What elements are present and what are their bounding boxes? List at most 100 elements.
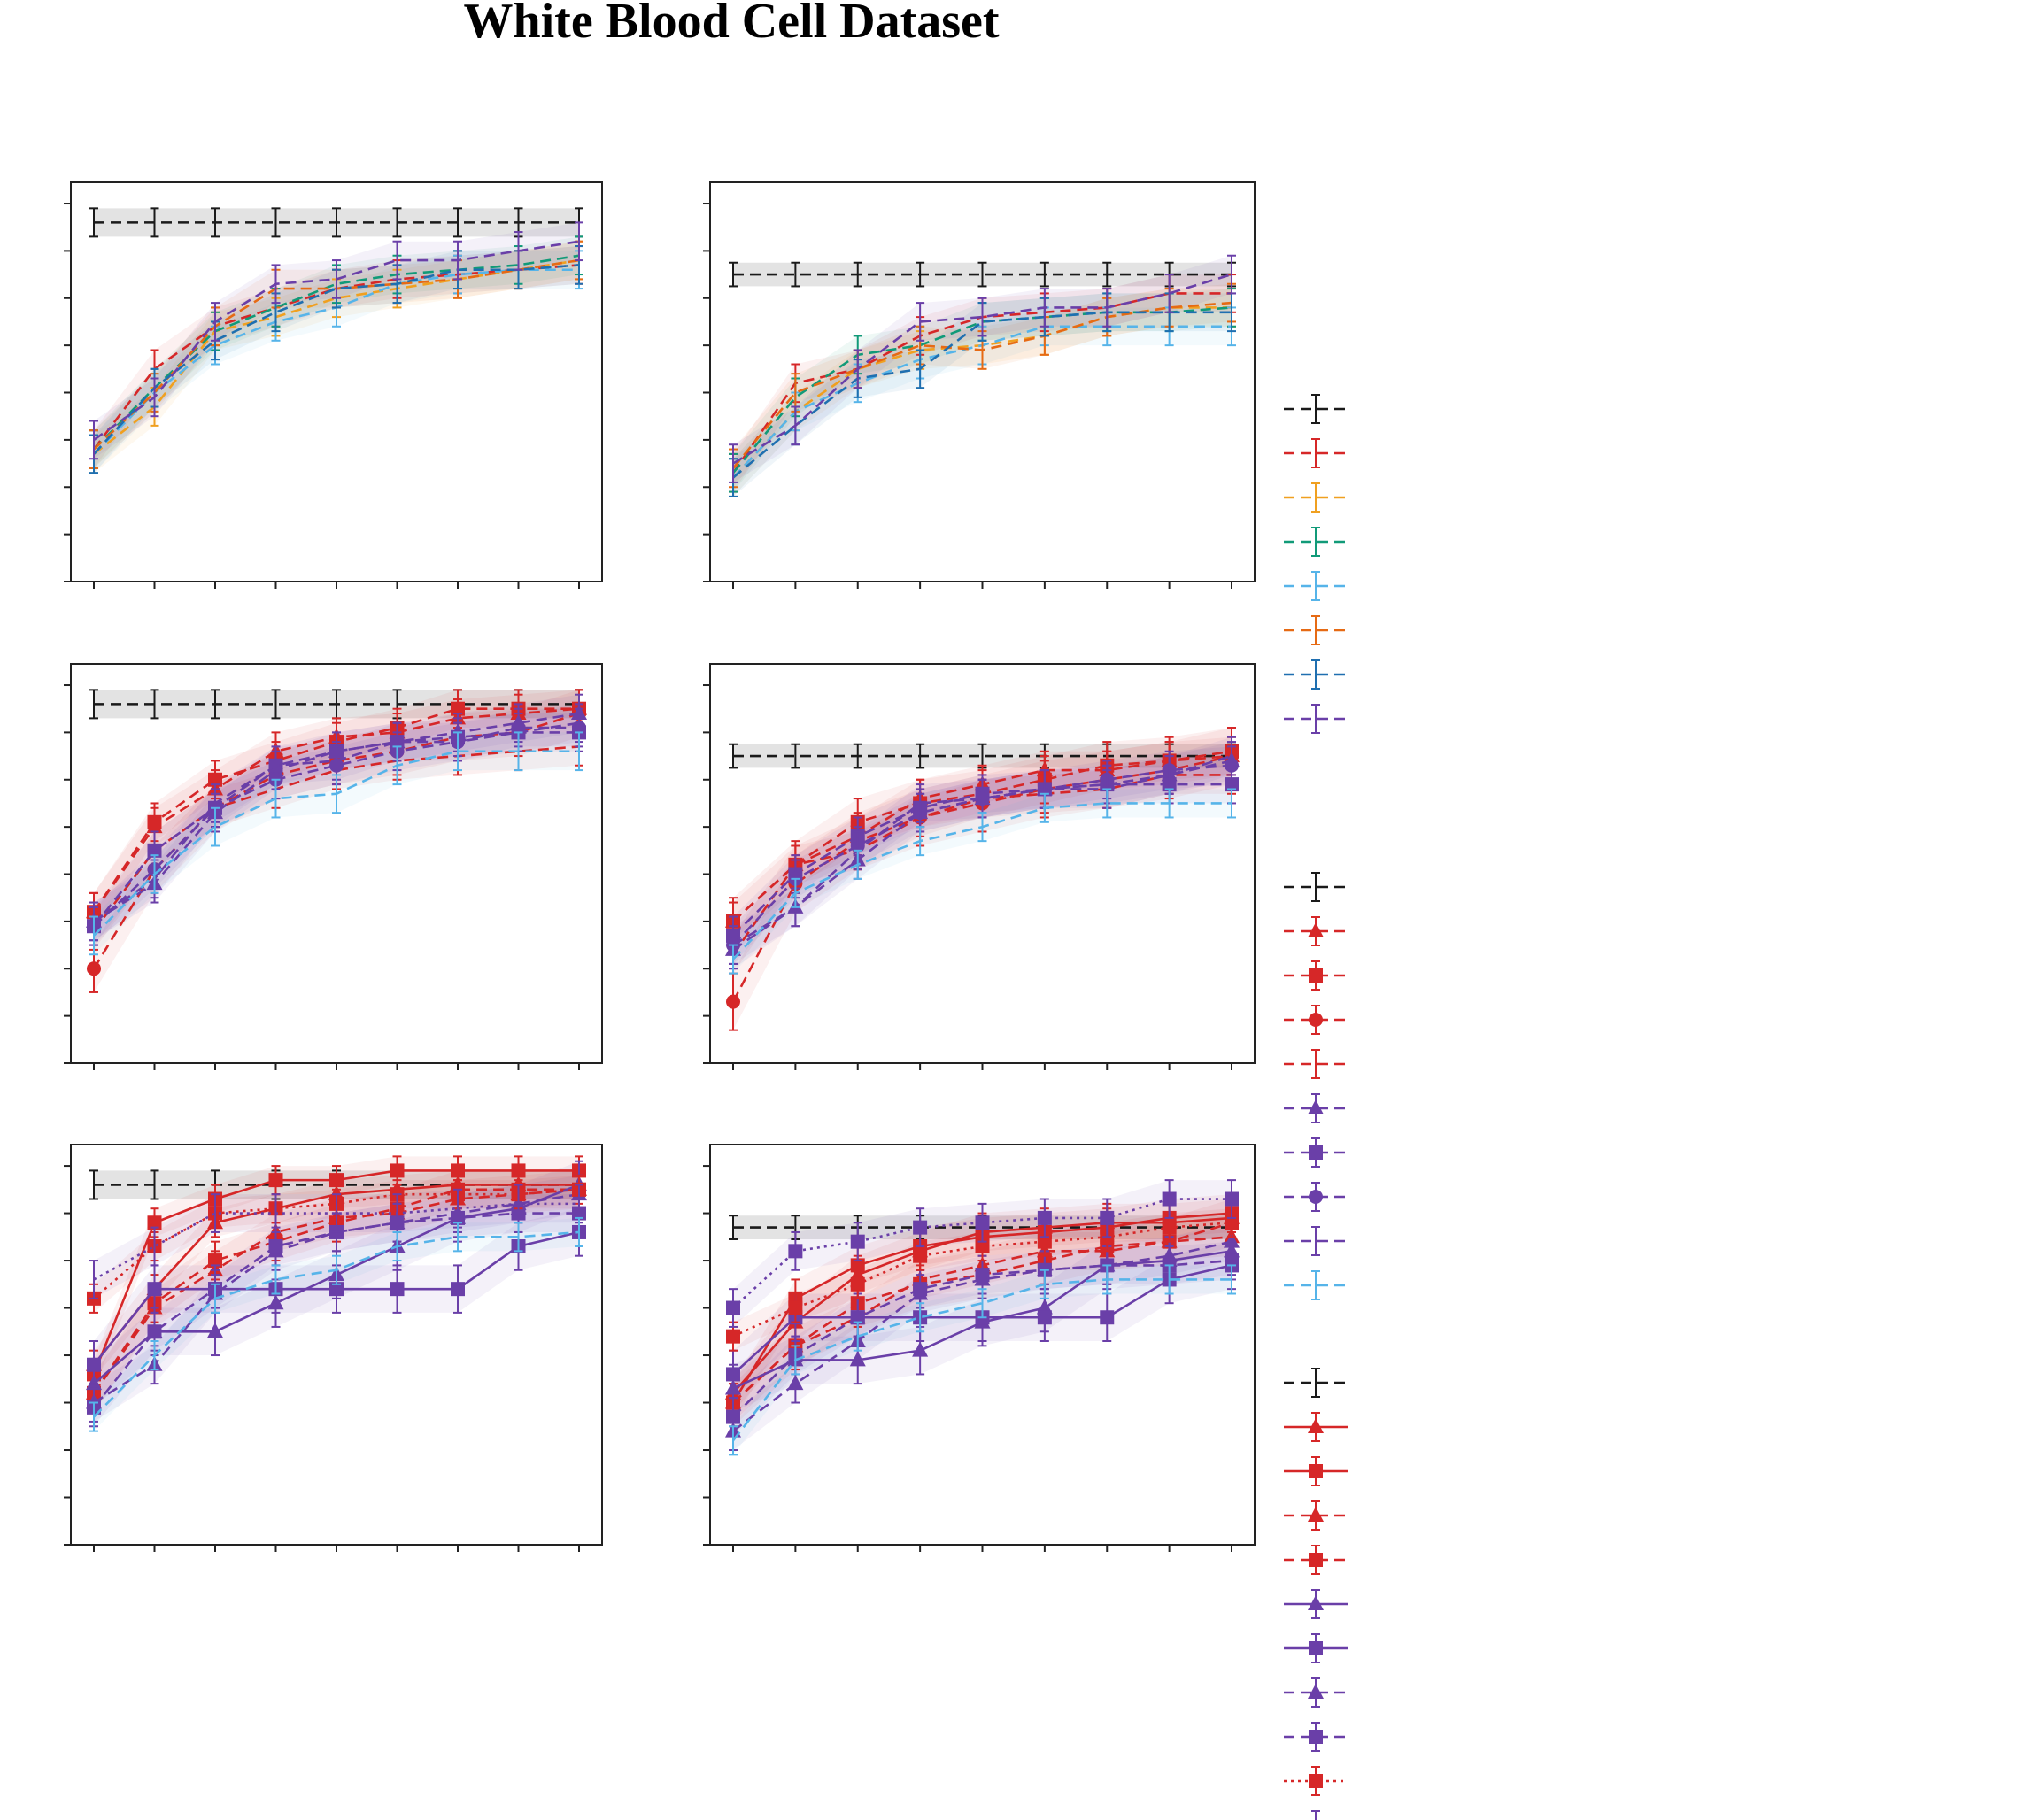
legend-entry [1284, 1589, 1348, 1619]
data-point-square-marker [913, 1282, 928, 1297]
series-line [93, 254, 580, 451]
legend-square-marker [1309, 1553, 1323, 1567]
legend-square-marker [1309, 1730, 1323, 1744]
data-point-square-marker [451, 701, 465, 716]
legend-entry [1284, 872, 1348, 902]
legend-entry [1284, 704, 1348, 734]
series-6 [87, 1207, 586, 1390]
series-9 [89, 731, 583, 956]
legend-entry [1284, 1722, 1348, 1752]
confidence-bands [733, 255, 1232, 497]
legend-circle-marker [1309, 1013, 1323, 1027]
data-point-square-marker [1162, 1220, 1177, 1235]
data-point-square-marker [788, 1244, 803, 1259]
series-line [92, 712, 580, 969]
data-point-square-marker [726, 1409, 740, 1424]
data-point-square-marker [913, 1248, 928, 1263]
data-point-triangle-marker [912, 1341, 929, 1357]
data-point-square-marker [268, 1173, 283, 1188]
legend-square-marker [1309, 1145, 1323, 1160]
legend-entry [1284, 1500, 1348, 1531]
series-11 [729, 1264, 1236, 1456]
legend-entry [1284, 438, 1348, 468]
series-line [93, 712, 580, 922]
series-line [732, 273, 1232, 465]
series-line [732, 754, 1232, 946]
data-point-square-marker [1100, 1310, 1115, 1325]
data-point-square-marker [975, 1239, 990, 1254]
series-line [731, 1278, 1232, 1442]
data-point-triangle-marker [787, 1375, 804, 1391]
data-point-square-marker [1162, 1191, 1177, 1207]
legend-entry [1284, 1545, 1348, 1575]
panel-2 [64, 663, 603, 1070]
series-line [93, 1202, 579, 1281]
confidence-band [94, 222, 579, 459]
legend-triangle-marker [1308, 1595, 1324, 1610]
legend-entry [1284, 1633, 1348, 1663]
legend-entry [1284, 394, 1348, 424]
panel-4 [64, 1144, 603, 1552]
axes-frame [70, 181, 603, 582]
legend-entry [1284, 1138, 1348, 1168]
legends [1284, 394, 1348, 1820]
data-point-square-marker [147, 1324, 162, 1339]
axes-frame [709, 663, 1256, 1064]
series-10 [726, 1179, 1239, 1328]
legend-2 [1284, 1368, 1348, 1820]
data-point-square-marker [329, 1282, 344, 1297]
data-point-square-marker [975, 1215, 990, 1230]
legend-entry [1284, 615, 1348, 645]
series-9 [729, 788, 1236, 975]
legend-triangle-marker [1308, 1099, 1324, 1114]
legend-entry [1284, 1226, 1348, 1256]
data-point-square-marker [147, 814, 162, 829]
data-point-square-marker [975, 1268, 990, 1283]
legend-entry [1311, 1810, 1320, 1820]
panel-1 [703, 181, 1256, 589]
data-point-square-marker [726, 1300, 740, 1315]
legend-entry [1284, 1049, 1348, 1079]
legend-entry [1284, 1005, 1348, 1035]
legend-entry [1284, 1412, 1348, 1442]
data-point-circle-marker [726, 994, 740, 1009]
data-point-square-marker [1037, 1234, 1052, 1249]
legend-circle-marker [1309, 1190, 1323, 1204]
data-point-square-marker [1225, 1253, 1239, 1269]
legend-entry [1284, 1182, 1348, 1212]
data-point-square-marker [268, 1239, 283, 1254]
data-point-square-marker [850, 1276, 865, 1292]
data-point-square-marker [850, 1258, 865, 1273]
axes-frame [70, 1144, 603, 1546]
panel-0 [64, 181, 603, 589]
series-line [93, 726, 579, 928]
data-point-circle-marker [87, 961, 101, 976]
series-line [93, 258, 580, 455]
series-7 [729, 254, 1236, 483]
series-line [732, 311, 1232, 479]
data-point-square-marker [147, 1215, 162, 1230]
legend-triangle-marker [1308, 922, 1324, 937]
series-line [732, 1221, 1232, 1338]
legend-entry [1284, 1093, 1348, 1123]
legend-0 [1284, 394, 1348, 734]
legend-entry [1284, 659, 1348, 690]
data-point-triangle-marker [1224, 1232, 1240, 1248]
series-7 [89, 221, 583, 460]
data-point-square-marker [208, 772, 222, 787]
legend-triangle-marker [1308, 1684, 1324, 1699]
data-point-triangle-marker [207, 1323, 223, 1338]
data-point-square-marker [788, 1300, 803, 1315]
legend-square-marker [1309, 1464, 1323, 1478]
series-10 [89, 1184, 583, 1299]
series-line [93, 1192, 580, 1404]
legend-entry [1284, 482, 1348, 513]
legend-triangle-marker [1308, 1507, 1324, 1522]
legend-entry [1284, 1677, 1348, 1708]
series-11 [89, 1216, 583, 1432]
legend-square-marker [1309, 1641, 1323, 1655]
data-point-square-marker [1037, 1210, 1052, 1225]
legend-square-marker [1309, 968, 1323, 983]
legend-entry [1284, 1766, 1348, 1796]
